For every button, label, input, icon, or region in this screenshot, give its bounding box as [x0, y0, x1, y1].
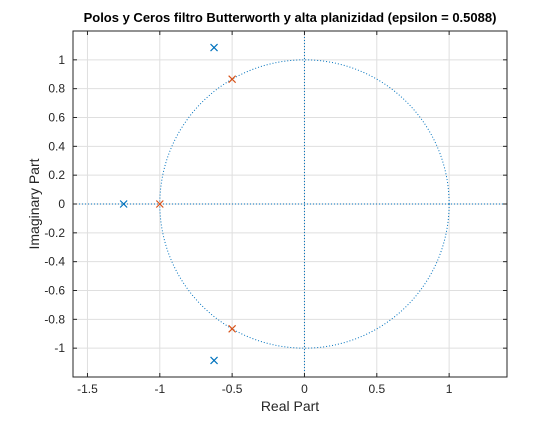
x-tick-label: 1	[446, 382, 453, 396]
y-axis-label: Imaginary Part	[26, 158, 42, 249]
x-tick-label: -0.5	[222, 382, 243, 396]
x-tick-label: -1	[154, 382, 165, 396]
x-tick-label: 0.5	[368, 382, 385, 396]
x-axis-label: Real Part	[261, 398, 319, 414]
x-marker	[210, 356, 218, 365]
y-tick-label: -0.8	[44, 312, 65, 326]
x-marker	[228, 324, 237, 333]
y-tick-label: -0.2	[44, 226, 65, 240]
x-tick-label: -1.5	[77, 382, 98, 396]
y-tick-label: 0	[58, 197, 65, 211]
markers	[119, 43, 237, 365]
y-tick-label: -0.6	[44, 284, 65, 298]
y-tick-label: -1	[54, 341, 65, 355]
x-marker	[155, 200, 164, 208]
chart-title: Polos y Ceros filtro Butterworth y alta …	[84, 10, 497, 25]
y-tick-label: 0.6	[48, 111, 65, 125]
x-tick-label: 0	[301, 382, 308, 396]
x-marker	[210, 43, 218, 52]
x-marker	[228, 75, 237, 84]
y-tick-label: 0.2	[48, 168, 65, 182]
y-tick-label: -0.4	[44, 255, 65, 269]
y-tick-label: 0.8	[48, 82, 65, 96]
y-tick-label: 0.4	[48, 139, 65, 153]
x-marker	[119, 200, 128, 208]
y-tick-label: 1	[58, 53, 65, 67]
grid	[73, 31, 507, 377]
ticks: -1.5 -1 -0.5 0 0.5 1 1 0.8 0.6 0.4 0.2 0 -0.2 -0.4 -0.…	[44, 31, 507, 396]
